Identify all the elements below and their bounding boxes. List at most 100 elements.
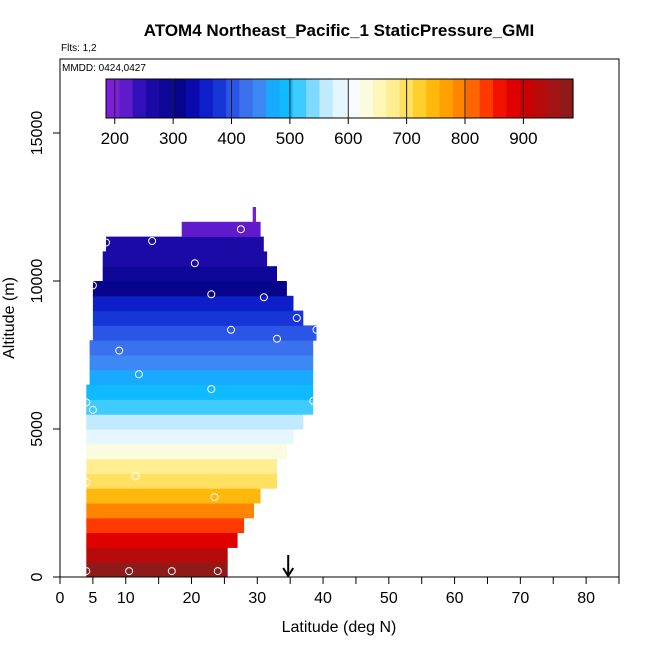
y-tick-label: 0 xyxy=(29,572,46,581)
pressure-band xyxy=(86,562,228,578)
sample-point xyxy=(115,346,124,355)
pressure-band xyxy=(86,503,254,519)
sample-point xyxy=(148,237,157,245)
colorbar-tick-label: 300 xyxy=(159,129,187,148)
pressure-band xyxy=(92,281,287,297)
pressure-band xyxy=(86,443,287,460)
x-tick-label: 10 xyxy=(117,590,135,607)
x-tick-label: 5 xyxy=(88,590,97,607)
colorbar-swatch xyxy=(266,79,281,118)
colorbar-swatch xyxy=(319,79,334,118)
colorbar-tick-label: 200 xyxy=(101,129,129,148)
colorbar-swatch xyxy=(306,79,321,118)
colorbar-swatch xyxy=(172,79,187,118)
y-tick-label: 10000 xyxy=(29,259,46,304)
sample-point xyxy=(292,314,301,322)
sample-point xyxy=(227,325,235,334)
colorbar-swatch xyxy=(439,79,454,118)
colorbar-swatch xyxy=(106,79,120,118)
y-axis-label: Altitude (m) xyxy=(1,277,18,359)
x-tick-label: 50 xyxy=(380,590,398,607)
pressure-band xyxy=(86,488,261,504)
colorbar-swatch xyxy=(159,79,174,118)
dates-note: MMDD: 0424,0427 xyxy=(62,63,146,74)
x-tick-label: 60 xyxy=(446,590,464,607)
sample-point xyxy=(213,567,222,576)
flights-note: Flts: 1,2 xyxy=(61,43,97,54)
pressure-band xyxy=(92,295,294,312)
x-tick-label: 20 xyxy=(183,590,201,607)
pressure-band xyxy=(86,414,304,430)
pressure-band xyxy=(92,325,317,341)
colorbar-tick-label: 400 xyxy=(217,129,245,148)
colorbar-swatch xyxy=(519,79,534,118)
colorbar-swatch xyxy=(546,79,561,118)
colorbar: 200 300 400 500 600 700 800 900 xyxy=(101,78,574,148)
colorbar-swatch xyxy=(359,79,374,118)
pressure-band xyxy=(86,473,277,489)
colorbar-swatch xyxy=(226,79,241,118)
sample-point xyxy=(82,567,91,576)
sample-point xyxy=(259,293,268,302)
x-tick-label: 40 xyxy=(314,590,332,607)
colorbar-swatch xyxy=(452,79,467,118)
sample-point xyxy=(88,281,97,290)
chart-title: ATOM4 Northeast_Pacific_1 StaticPressure… xyxy=(144,21,535,40)
pressure-band xyxy=(86,458,277,474)
x-tick-label: 80 xyxy=(577,590,595,607)
pressure-band xyxy=(86,384,314,400)
colorbar-swatch xyxy=(532,79,547,118)
pressure-band xyxy=(86,547,228,563)
pressure-band xyxy=(92,310,304,326)
colorbar-swatch xyxy=(239,79,254,118)
pressure-band xyxy=(181,221,261,238)
colorbar-frame xyxy=(105,78,574,119)
pressure-band xyxy=(252,207,256,223)
x-axis: 0 5 10 20 30 40 50 60 70 80 xyxy=(56,577,620,607)
colorbar-swatch xyxy=(372,79,387,118)
colorbar-swatch xyxy=(479,79,494,118)
colorbar-swatch xyxy=(426,79,441,118)
sample-point xyxy=(88,405,97,414)
sample-point xyxy=(102,238,110,247)
colorbar-tick-label: 800 xyxy=(451,129,479,148)
pressure-band xyxy=(86,517,245,534)
colorbar-swatch xyxy=(146,79,160,118)
colorbar-tick-label: 500 xyxy=(276,129,304,148)
sample-points xyxy=(82,225,321,576)
sample-point xyxy=(134,370,143,379)
colorbar-swatch xyxy=(506,79,521,118)
sample-point xyxy=(309,396,318,405)
colorbar-swatch xyxy=(346,79,361,118)
pressure-band xyxy=(89,340,314,356)
colorbar-swatch xyxy=(132,79,147,118)
colorbar-swatch xyxy=(386,79,401,118)
colorbar-swatch xyxy=(186,79,200,118)
sample-point xyxy=(210,493,219,502)
colorbar-swatch xyxy=(492,79,507,118)
colorbar-swatch xyxy=(332,79,347,118)
pressure-bands xyxy=(86,207,317,578)
pressure-band xyxy=(86,399,314,415)
plot-frame xyxy=(59,58,620,578)
colorbar-swatch xyxy=(292,79,307,118)
colorbar-swatch xyxy=(559,79,574,118)
pressure-band xyxy=(86,532,238,548)
sample-point xyxy=(273,334,281,343)
colorbar-swatch xyxy=(252,79,267,118)
pressure-band xyxy=(102,266,277,282)
sample-point xyxy=(82,478,91,487)
colorbar-swatch xyxy=(199,79,214,118)
sample-point xyxy=(207,385,216,393)
colorbar-tick-label: 700 xyxy=(392,129,420,148)
y-tick-label: 5000 xyxy=(29,411,46,447)
sample-point xyxy=(312,325,321,334)
colorbar-swatch xyxy=(279,79,294,118)
colorbar-tick-label: 900 xyxy=(509,129,537,148)
pressure-band xyxy=(106,236,264,252)
colorbar-tick-label: 600 xyxy=(334,129,362,148)
x-tick-label: 30 xyxy=(248,590,266,607)
sample-point xyxy=(82,398,91,407)
x-tick-label: 0 xyxy=(56,590,65,607)
